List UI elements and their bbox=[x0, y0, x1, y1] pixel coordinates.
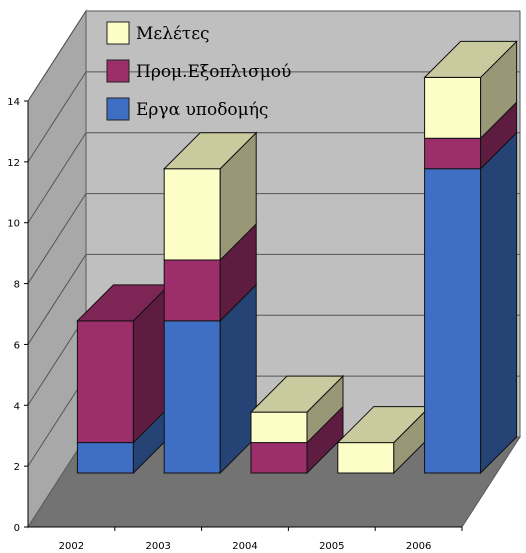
bar-front bbox=[250, 411, 308, 444]
bar-top bbox=[249, 375, 345, 413]
y-tick-label: 6 bbox=[14, 340, 20, 351]
gridline bbox=[27, 132, 520, 223]
legend-label: Προμ.Εξοπλισμού bbox=[136, 62, 291, 82]
bar-front bbox=[424, 137, 482, 170]
gridline bbox=[27, 71, 520, 163]
x-tick-label: 2004 bbox=[232, 541, 257, 552]
gridline bbox=[27, 253, 520, 345]
legend-label: Μελέτες bbox=[136, 24, 210, 44]
bar-front bbox=[424, 76, 482, 139]
y-tick-label: 4 bbox=[14, 401, 20, 412]
x-tick-label: 2006 bbox=[406, 541, 431, 552]
bar-front bbox=[424, 168, 482, 474]
x-tick-label: 2002 bbox=[59, 541, 84, 552]
bar-front bbox=[250, 442, 308, 474]
bar-front bbox=[163, 168, 221, 261]
legend-swatch bbox=[106, 97, 130, 121]
bar-front bbox=[163, 320, 221, 474]
x-tick-label: 2005 bbox=[319, 541, 344, 552]
x-axis: 2002 2003 2004 2005 2006 bbox=[59, 527, 463, 552]
bar-front bbox=[76, 320, 134, 444]
bars bbox=[76, 40, 518, 475]
bar-top bbox=[423, 40, 518, 78]
y-tick-label: 2 bbox=[14, 462, 20, 473]
y-tick-label: 12 bbox=[7, 158, 20, 169]
bar-front bbox=[337, 442, 395, 474]
y-tick-label: 8 bbox=[14, 280, 20, 291]
y-tick-label: 14 bbox=[7, 97, 20, 108]
y-tick-label: 10 bbox=[7, 219, 20, 230]
x-tick-label: 2003 bbox=[145, 541, 170, 552]
y-tick-label: 0 bbox=[14, 523, 20, 534]
bar-front bbox=[163, 259, 221, 322]
legend-swatch bbox=[106, 21, 130, 45]
gridline bbox=[27, 193, 520, 284]
bar-front bbox=[76, 442, 134, 474]
legend-swatch bbox=[106, 59, 130, 83]
gridline bbox=[27, 10, 520, 102]
legend: Μελέτες Προμ.Εξοπλισμού Εργα υποδομής bbox=[106, 21, 291, 121]
bar-side bbox=[480, 131, 518, 475]
legend-label: Εργα υποδομής bbox=[136, 100, 268, 120]
y-axis: 0 2 4 6 8 10 12 14 bbox=[7, 97, 462, 534]
bar-top bbox=[162, 132, 258, 170]
